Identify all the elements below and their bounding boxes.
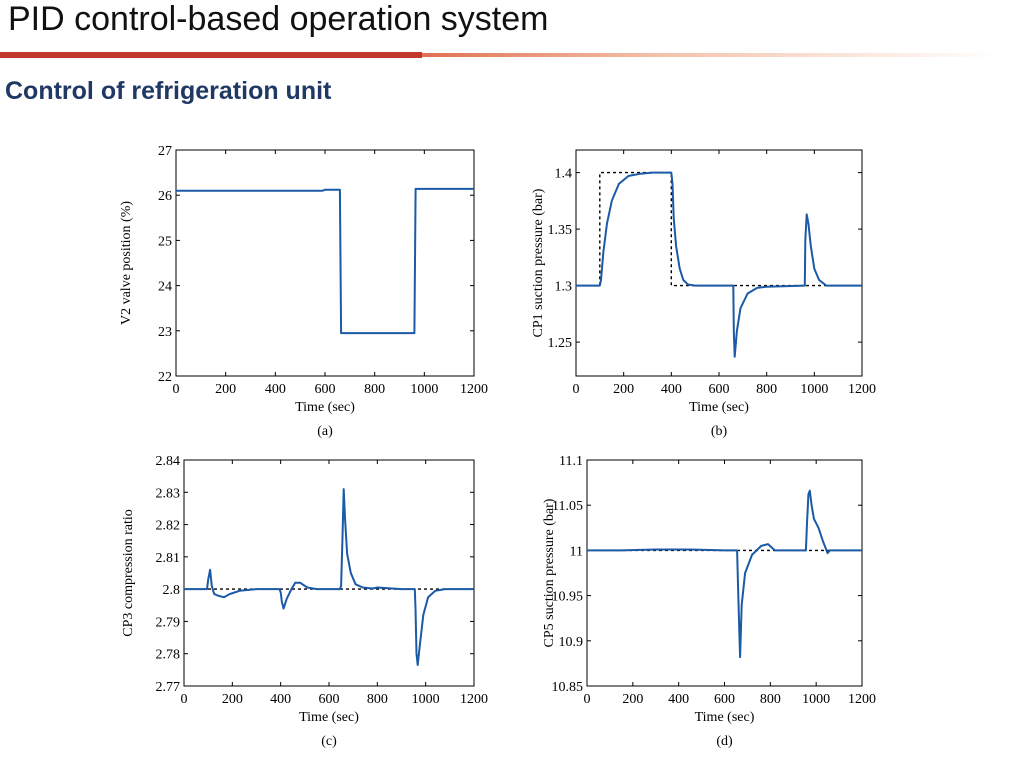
y-tick-label: 1.25 (548, 336, 573, 351)
x-axis-label: Time (sec) (689, 400, 749, 415)
y-tick-label: 10.9 (559, 635, 584, 650)
y-tick-label: 26 (158, 189, 172, 204)
x-tick-label: 1000 (800, 382, 828, 397)
y-tick-label: 11.1 (559, 454, 583, 469)
x-tick-label: 0 (181, 692, 188, 707)
y-axis-label: CP3 compression ratio (121, 509, 136, 637)
y-tick-label: 2.78 (156, 648, 181, 663)
x-tick-label: 400 (668, 692, 689, 707)
title-underline-gradient (422, 53, 1000, 57)
panel-caption: (b) (711, 424, 728, 439)
x-tick-label: 600 (709, 382, 730, 397)
panel-caption: (a) (317, 424, 333, 439)
y-tick-label: 11 (570, 544, 583, 559)
title-underline-solid (0, 52, 422, 58)
x-tick-label: 800 (364, 382, 385, 397)
chart-panel-b: 0 200 400 600 800 1000 1200 1.25 1.3 1.35 1.4 Time … (531, 149, 876, 439)
y-tick-label: 1.4 (555, 167, 573, 182)
plot-frame (183, 459, 475, 687)
y-axis-label: CP5 suction pressure (bar) (542, 498, 557, 647)
setpoint-line (576, 171, 862, 287)
y-tick-label: 24 (158, 280, 172, 295)
response-line (587, 489, 862, 659)
y-tick-label: 2.83 (156, 486, 181, 501)
x-tick-label: 600 (319, 692, 340, 707)
slide-title: PID control-based operation system (8, 0, 549, 38)
plot-frame (586, 459, 863, 687)
response-line (184, 488, 474, 666)
y-tick-label: 1.35 (548, 223, 573, 238)
x-axis-label: Time (sec) (295, 400, 355, 415)
x-tick-label: 600 (714, 692, 735, 707)
y-tick-label: 2.84 (156, 454, 181, 469)
chart-panel-d: 0 200 400 600 800 1000 1200 10.85 10.9 10.95 11 11.… (542, 454, 876, 749)
response-line (176, 187, 474, 335)
chart-panel-a: 0 200 400 600 800 1000 1200 22 23 24 25 26 27 Time (s… (119, 144, 488, 439)
x-tick-label: 1200 (460, 692, 488, 707)
x-tick-label: 200 (215, 382, 236, 397)
x-tick-label: 400 (270, 692, 291, 707)
x-tick-label: 800 (760, 692, 781, 707)
y-tick-label: 23 (158, 325, 172, 340)
x-tick-label: 1000 (410, 382, 438, 397)
x-tick-label: 0 (173, 382, 180, 397)
y-tick-label: 1.3 (555, 280, 573, 295)
panel-caption: (c) (321, 734, 337, 749)
y-tick-label: 2.77 (156, 680, 181, 695)
x-tick-label: 0 (584, 692, 591, 707)
chart-panel-c: 0 200 400 600 800 1000 1200 2.77 2.78 2.79 2.8 2.81… (121, 454, 488, 749)
x-tick-label: 1200 (848, 382, 876, 397)
y-tick-label: 2.82 (156, 519, 181, 534)
y-tick-label: 11.05 (552, 499, 583, 514)
y-tick-label: 10.85 (552, 680, 584, 695)
x-axis-label: Time (sec) (695, 710, 755, 725)
y-tick-label: 2.81 (156, 551, 181, 566)
x-tick-label: 1000 (802, 692, 830, 707)
x-tick-label: 400 (265, 382, 286, 397)
y-axis-label: V2 valve position (%) (119, 201, 134, 325)
y-tick-label: 2.79 (156, 615, 181, 630)
x-axis-label: Time (sec) (299, 710, 359, 725)
x-tick-label: 200 (222, 692, 243, 707)
response-line (576, 171, 862, 358)
plot-frame (175, 149, 475, 377)
y-tick-label: 27 (158, 144, 172, 159)
x-tick-label: 200 (622, 692, 643, 707)
x-tick-label: 800 (756, 382, 777, 397)
x-tick-label: 0 (573, 382, 580, 397)
y-tick-label: 2.8 (163, 583, 181, 598)
y-axis-label: CP1 suction pressure (bar) (531, 188, 546, 337)
title-underline-bar (0, 52, 1000, 58)
y-tick-label: 25 (158, 234, 172, 249)
x-tick-label: 400 (661, 382, 682, 397)
x-tick-label: 200 (613, 382, 634, 397)
x-tick-label: 1200 (848, 692, 876, 707)
x-tick-label: 1200 (460, 382, 488, 397)
x-tick-label: 800 (367, 692, 388, 707)
panel-caption: (d) (716, 734, 733, 749)
x-tick-label: 600 (315, 382, 336, 397)
x-tick-label: 1000 (412, 692, 440, 707)
y-tick-label: 10.95 (552, 590, 584, 605)
slide-subtitle: Control of refrigeration unit (5, 77, 332, 105)
y-tick-label: 22 (158, 370, 172, 385)
